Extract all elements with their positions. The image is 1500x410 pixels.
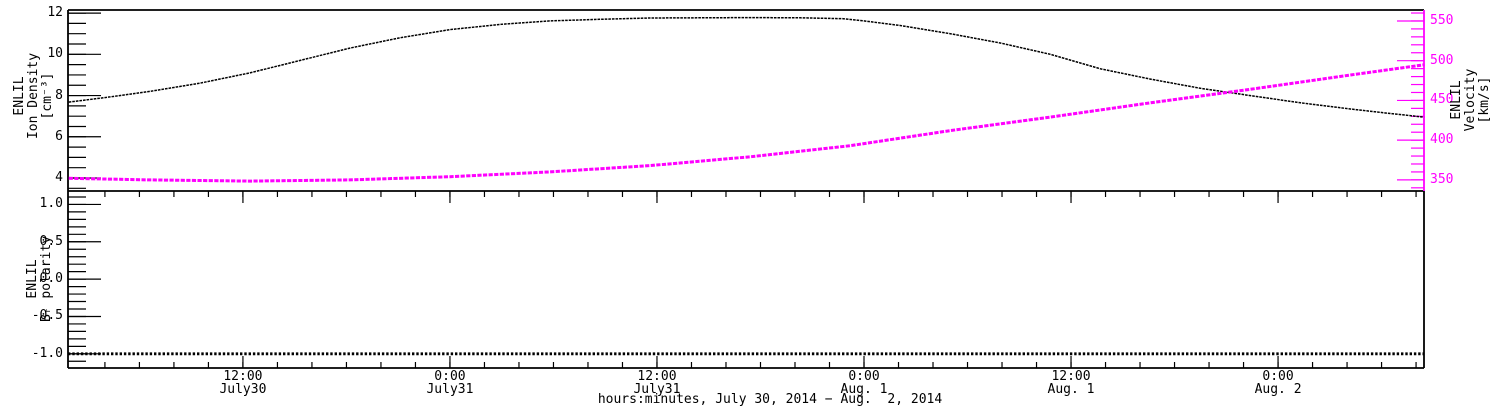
y-axis-label-line: Bᵣ polarity: [39, 235, 54, 323]
ion-density-curve: [68, 16, 1425, 118]
y-axis-label-line: Velocity: [1463, 68, 1478, 132]
y-axis-label-line: [cm⁻³]: [40, 72, 55, 120]
polarity-tick-label: -1.0: [31, 345, 63, 361]
y-axis-label-velocity: ENLIL Velocity [km/s]: [1449, 68, 1492, 132]
y-axis-label-line: ENLIL: [12, 76, 27, 116]
velocity-tick-label: 500: [1430, 52, 1454, 68]
velocity-tick-label: 450: [1430, 92, 1454, 108]
y-axis-label-ion-density: ENLIL Ion Density [cm⁻³]: [12, 52, 55, 140]
velocity-tick-label: 550: [1430, 12, 1454, 28]
x-axis-title: hours:minutes, July 30, 2014 − Aug. 2, 2…: [597, 392, 943, 407]
density-tick-label: 10: [47, 46, 63, 62]
polarity-tick-label: 0.5: [39, 233, 63, 249]
y-axis-label-line: Ion Density: [26, 52, 41, 140]
polarity-tick-label: 1.0: [39, 196, 63, 212]
y-axis-label-br-polarity: ENLIL Bᵣ polarity: [25, 235, 54, 323]
time-tick-label: 0:00 July31: [426, 369, 474, 397]
y-axis-label-line: ENLIL: [1449, 80, 1464, 120]
velocity-curve: [68, 63, 1425, 183]
y-axis-label-line: [km/s]: [1477, 76, 1492, 124]
velocity-tick-label: 350: [1430, 171, 1454, 187]
time-tick-label: 0:00 Aug. 1: [840, 369, 888, 397]
time-tick-label: 12:00 Aug. 1: [1047, 369, 1095, 397]
y-axis-label-line: ENLIL: [25, 259, 40, 299]
density-tick-label: 8: [55, 87, 63, 103]
polarity-tick-label: -0.5: [31, 308, 63, 324]
density-tick-label: 12: [47, 5, 63, 21]
polarity-tick-label: 0.0: [39, 271, 63, 287]
time-tick-label: 12:00 July31: [633, 369, 681, 397]
density-tick-label: 4: [55, 170, 63, 185]
time-tick-label: 0:00 Aug. 2: [1254, 369, 1302, 397]
time-tick-label: 12:00 July30: [219, 369, 267, 397]
density-tick-label: 6: [55, 128, 63, 144]
velocity-tick-label: 400: [1430, 132, 1454, 148]
